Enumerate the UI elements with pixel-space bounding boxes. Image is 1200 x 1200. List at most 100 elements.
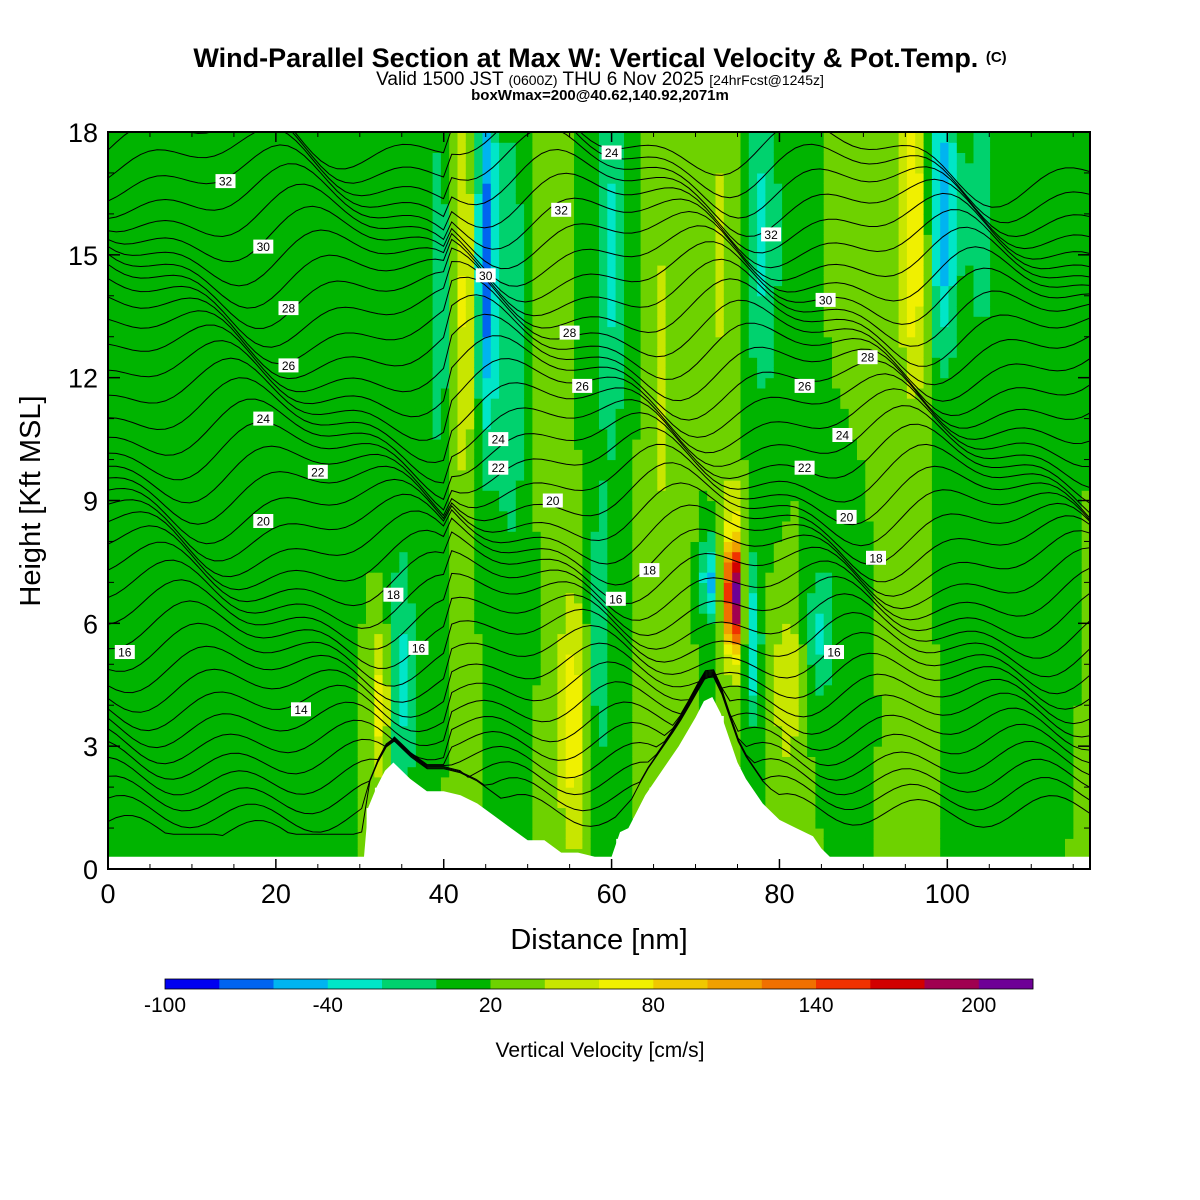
velocity-cell bbox=[332, 531, 342, 542]
velocity-cell bbox=[474, 725, 484, 737]
velocity-cell bbox=[465, 735, 475, 747]
velocity-cell bbox=[507, 193, 517, 205]
velocity-cell bbox=[415, 387, 425, 399]
velocity-cell bbox=[532, 828, 542, 839]
velocity-cell bbox=[149, 203, 159, 215]
velocity-cell bbox=[291, 285, 300, 297]
velocity-cell bbox=[349, 152, 359, 164]
velocity-cell bbox=[665, 551, 675, 563]
velocity-cell bbox=[474, 316, 484, 328]
velocity-cell bbox=[507, 234, 517, 246]
velocity-cell bbox=[349, 213, 359, 225]
velocity-cell bbox=[216, 480, 226, 491]
velocity-cell bbox=[607, 551, 617, 563]
velocity-cell bbox=[632, 439, 642, 450]
velocity-cell bbox=[133, 357, 142, 368]
velocity-cell bbox=[682, 521, 692, 532]
velocity-cell bbox=[407, 592, 417, 604]
velocity-cell bbox=[174, 377, 184, 389]
velocity-cell bbox=[133, 787, 142, 798]
velocity-cell bbox=[299, 254, 309, 266]
velocity-cell bbox=[257, 633, 267, 645]
velocity-cell bbox=[540, 172, 550, 184]
velocity-cell bbox=[615, 213, 625, 225]
velocity-cell bbox=[690, 459, 700, 471]
velocity-cell bbox=[232, 316, 242, 328]
velocity-cell bbox=[349, 418, 359, 430]
velocity-cell bbox=[207, 254, 217, 266]
velocity-cell bbox=[557, 817, 567, 829]
velocity-cell bbox=[274, 531, 284, 542]
velocity-cell bbox=[599, 531, 608, 542]
velocity-cell bbox=[324, 316, 334, 328]
velocity-cell bbox=[574, 428, 583, 440]
velocity-cell bbox=[133, 684, 142, 696]
velocity-cell bbox=[615, 664, 625, 676]
velocity-cell bbox=[257, 715, 267, 727]
velocity-cell bbox=[640, 643, 650, 655]
velocity-cell bbox=[174, 203, 184, 215]
velocity-cell bbox=[707, 623, 717, 635]
velocity-cell bbox=[648, 756, 658, 768]
velocity-cell bbox=[599, 398, 608, 409]
velocity-cell bbox=[341, 572, 350, 583]
velocity-cell bbox=[216, 541, 226, 553]
velocity-cell bbox=[607, 336, 617, 348]
velocity-cell bbox=[599, 347, 608, 358]
velocity-cell bbox=[299, 183, 309, 194]
velocity-cell bbox=[673, 306, 683, 317]
velocity-cell bbox=[457, 531, 467, 542]
velocity-cell bbox=[648, 531, 658, 542]
velocity-cell bbox=[457, 756, 467, 768]
velocity-cell bbox=[482, 244, 492, 256]
velocity-cell bbox=[307, 265, 317, 276]
velocity-cell bbox=[274, 459, 284, 471]
velocity-cell bbox=[357, 285, 367, 297]
velocity-cell bbox=[341, 306, 350, 317]
velocity-cell bbox=[124, 776, 134, 788]
velocity-cell bbox=[599, 664, 608, 676]
velocity-cell bbox=[640, 490, 650, 502]
velocity-cell bbox=[199, 521, 209, 532]
velocity-cell bbox=[282, 613, 292, 624]
velocity-cell bbox=[640, 172, 650, 184]
velocity-cell bbox=[399, 132, 409, 143]
velocity-cell bbox=[599, 469, 608, 481]
velocity-cell bbox=[690, 162, 700, 174]
velocity-cell bbox=[540, 162, 550, 174]
velocity-cell bbox=[540, 275, 550, 287]
velocity-cell bbox=[415, 367, 425, 379]
velocity-cell bbox=[299, 797, 309, 809]
velocity-cell bbox=[349, 285, 359, 297]
velocity-cell bbox=[432, 602, 442, 614]
velocity-cell bbox=[707, 469, 717, 481]
velocity-cell bbox=[449, 428, 459, 440]
velocity-cell bbox=[291, 326, 300, 338]
velocity-cell bbox=[482, 295, 492, 307]
velocity-cell bbox=[349, 459, 359, 471]
velocity-cell bbox=[324, 193, 334, 205]
velocity-cell bbox=[199, 244, 209, 256]
velocity-cell bbox=[607, 490, 617, 502]
velocity-cell bbox=[482, 439, 492, 450]
velocity-cell bbox=[307, 838, 317, 850]
velocity-cell bbox=[374, 756, 384, 768]
velocity-cell bbox=[282, 561, 292, 573]
velocity-cell bbox=[449, 357, 459, 368]
velocity-cell bbox=[199, 674, 209, 686]
velocity-cell bbox=[549, 152, 558, 164]
velocity-cell bbox=[316, 439, 325, 450]
velocity-cell bbox=[116, 347, 126, 358]
velocity-cell bbox=[565, 674, 575, 686]
velocity-cell bbox=[540, 183, 550, 194]
velocity-cell bbox=[382, 449, 392, 461]
velocity-cell bbox=[507, 633, 517, 645]
velocity-cell bbox=[424, 521, 434, 532]
velocity-cell bbox=[615, 377, 625, 389]
velocity-cell bbox=[357, 572, 367, 583]
velocity-cell bbox=[673, 142, 683, 153]
velocity-cell bbox=[590, 500, 600, 512]
velocity-cell bbox=[532, 817, 542, 829]
velocity-cell bbox=[366, 592, 375, 604]
velocity-cell bbox=[698, 428, 708, 440]
